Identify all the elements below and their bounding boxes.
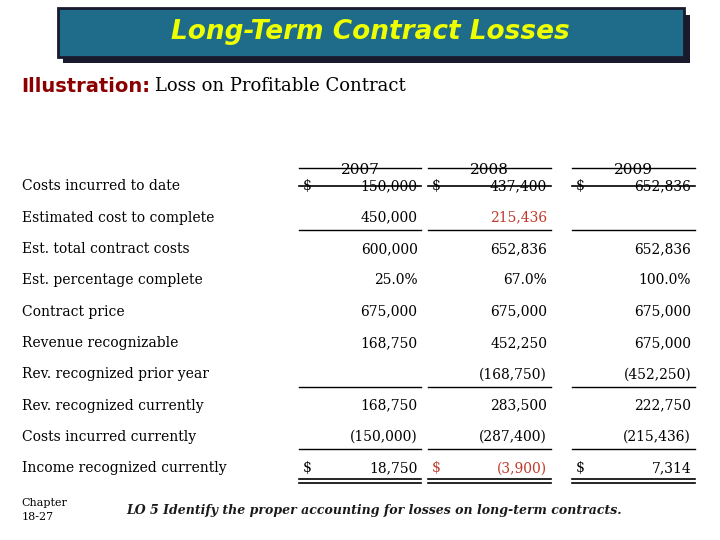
Text: 150,000: 150,000 xyxy=(361,179,418,193)
Text: 2007: 2007 xyxy=(341,163,379,177)
Text: Loss on Profitable Contract: Loss on Profitable Contract xyxy=(155,77,405,96)
Text: 652,836: 652,836 xyxy=(490,242,547,256)
Text: (3,900): (3,900) xyxy=(497,461,547,475)
Text: (168,750): (168,750) xyxy=(480,367,547,381)
Text: $: $ xyxy=(432,179,441,193)
Text: (150,000): (150,000) xyxy=(350,430,418,444)
Text: 652,836: 652,836 xyxy=(634,179,691,193)
Text: (287,400): (287,400) xyxy=(480,430,547,444)
Text: 2009: 2009 xyxy=(614,163,653,177)
Text: 652,836: 652,836 xyxy=(634,242,691,256)
Text: $: $ xyxy=(432,461,441,475)
Text: (215,436): (215,436) xyxy=(624,430,691,444)
Text: 67.0%: 67.0% xyxy=(503,273,547,287)
Text: 215,436: 215,436 xyxy=(490,211,547,225)
Text: Revenue recognizable: Revenue recognizable xyxy=(22,336,178,350)
Text: 675,000: 675,000 xyxy=(634,305,691,319)
Text: Contract price: Contract price xyxy=(22,305,125,319)
Text: Estimated cost to complete: Estimated cost to complete xyxy=(22,211,214,225)
Text: 600,000: 600,000 xyxy=(361,242,418,256)
Text: 675,000: 675,000 xyxy=(634,336,691,350)
Text: Rev. recognized prior year: Rev. recognized prior year xyxy=(22,367,209,381)
Text: 675,000: 675,000 xyxy=(490,305,547,319)
Text: 450,000: 450,000 xyxy=(361,211,418,225)
Text: 2008: 2008 xyxy=(470,163,509,177)
Text: $: $ xyxy=(576,179,585,193)
Text: Income recognized currently: Income recognized currently xyxy=(22,461,226,475)
Text: 283,500: 283,500 xyxy=(490,399,547,413)
Text: Rev. recognized currently: Rev. recognized currently xyxy=(22,399,203,413)
Text: 168,750: 168,750 xyxy=(361,336,418,350)
Text: (452,250): (452,250) xyxy=(624,367,691,381)
Text: 18,750: 18,750 xyxy=(369,461,418,475)
Text: 452,250: 452,250 xyxy=(490,336,547,350)
Text: Illustration:: Illustration: xyxy=(22,77,150,96)
FancyBboxPatch shape xyxy=(63,15,690,63)
Text: 222,750: 222,750 xyxy=(634,399,691,413)
Text: LO 5 Identify the proper accounting for losses on long-term contracts.: LO 5 Identify the proper accounting for … xyxy=(126,504,621,517)
Text: 675,000: 675,000 xyxy=(361,305,418,319)
FancyBboxPatch shape xyxy=(58,8,684,57)
Text: 437,400: 437,400 xyxy=(490,179,547,193)
Text: Long-Term Contract Losses: Long-Term Contract Losses xyxy=(171,19,570,45)
Text: Est. percentage complete: Est. percentage complete xyxy=(22,273,202,287)
Text: Costs incurred to date: Costs incurred to date xyxy=(22,179,179,193)
Text: Chapter
18-27: Chapter 18-27 xyxy=(22,498,68,522)
Text: Est. total contract costs: Est. total contract costs xyxy=(22,242,189,256)
Text: 25.0%: 25.0% xyxy=(374,273,418,287)
Text: $: $ xyxy=(302,461,311,475)
Text: 7,314: 7,314 xyxy=(652,461,691,475)
Text: 100.0%: 100.0% xyxy=(639,273,691,287)
Text: $: $ xyxy=(576,461,585,475)
Text: Costs incurred currently: Costs incurred currently xyxy=(22,430,196,444)
Text: 168,750: 168,750 xyxy=(361,399,418,413)
Text: $: $ xyxy=(302,179,311,193)
